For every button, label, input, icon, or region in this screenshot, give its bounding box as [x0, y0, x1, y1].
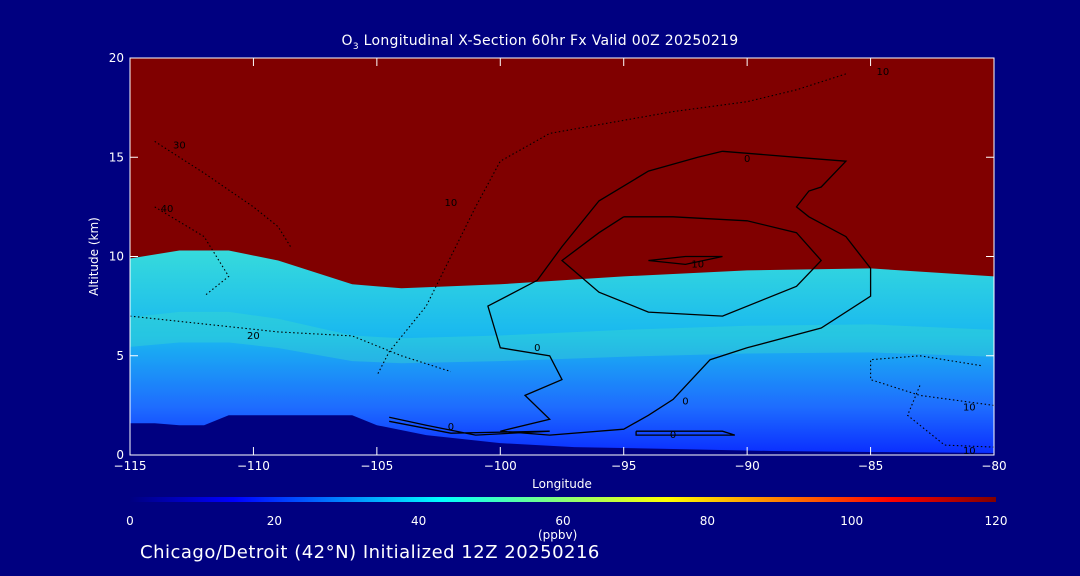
colorbar-tick-label: 100 — [840, 514, 863, 528]
x-tick-label: −95 — [611, 459, 636, 473]
x-tick-label: −100 — [484, 459, 517, 473]
colorbar-tick-label: 120 — [985, 514, 1008, 528]
colorbar-tick-label: 40 — [411, 514, 426, 528]
footer-text: Chicago/Detroit (42°N) Initialized 12Z 2… — [140, 542, 600, 563]
contour-label: 10 — [963, 402, 976, 413]
contour-line — [906, 385, 994, 448]
contour-label: 0 — [682, 396, 688, 407]
species-subscript: 3 — [352, 41, 359, 52]
contour-line — [130, 315, 452, 373]
contour-label: 0 — [534, 343, 540, 354]
contour-label: 0 — [744, 154, 750, 165]
x-tick-label: −110 — [237, 459, 270, 473]
chart-title: O3 Longitudinal X-Section 60hr Fx Valid … — [0, 33, 1080, 52]
y-axis-label: Altitude (km) — [87, 217, 101, 296]
y-tick-label: 15 — [109, 150, 124, 164]
y-tick-label: 10 — [109, 250, 124, 264]
contour-line — [487, 150, 872, 436]
y-tick-label: 5 — [116, 349, 124, 363]
colorbar-tick-label: 0 — [126, 514, 134, 528]
x-tick-label: −80 — [981, 459, 1006, 473]
contour-label: 10 — [877, 67, 890, 78]
contour-label: 0 — [670, 430, 676, 441]
colorbar-tick-label: 60 — [555, 514, 570, 528]
contour-line — [648, 255, 723, 266]
contour-label: 10 — [691, 259, 704, 270]
ozone-mid-band — [130, 311, 994, 364]
colorbar-ramp — [130, 497, 996, 502]
ozone-field-upper — [130, 58, 994, 289]
contour-label: 10 — [445, 198, 458, 209]
x-tick-label: −105 — [360, 459, 393, 473]
contour-line — [389, 416, 550, 436]
terrain-mask — [130, 415, 994, 455]
contour-line — [635, 430, 735, 436]
contour-line — [154, 206, 230, 297]
contour-label: 0 — [448, 422, 454, 433]
contour-label: 30 — [173, 140, 186, 151]
contour-label: 40 — [161, 204, 174, 215]
contour-label: 20 — [247, 331, 260, 342]
colorbar-tick-label: 20 — [267, 514, 282, 528]
y-tick-label: 0 — [116, 448, 124, 462]
species-symbol: O — [341, 33, 353, 49]
contour-line — [870, 355, 994, 406]
x-tick-label: −85 — [858, 459, 883, 473]
contour-line — [560, 216, 823, 317]
contour-label: 10 — [963, 446, 976, 457]
title-text: Longitudinal X-Section 60hr Fx Valid 00Z… — [363, 33, 739, 49]
x-tick-label: −90 — [734, 459, 759, 473]
x-tick-label: −115 — [114, 459, 147, 473]
colorbar-tick-label: 80 — [700, 514, 715, 528]
colorbar-unit-label: (ppbv) — [538, 528, 578, 542]
x-axis-label: Longitude — [532, 477, 592, 491]
y-tick-label: 20 — [109, 51, 124, 65]
